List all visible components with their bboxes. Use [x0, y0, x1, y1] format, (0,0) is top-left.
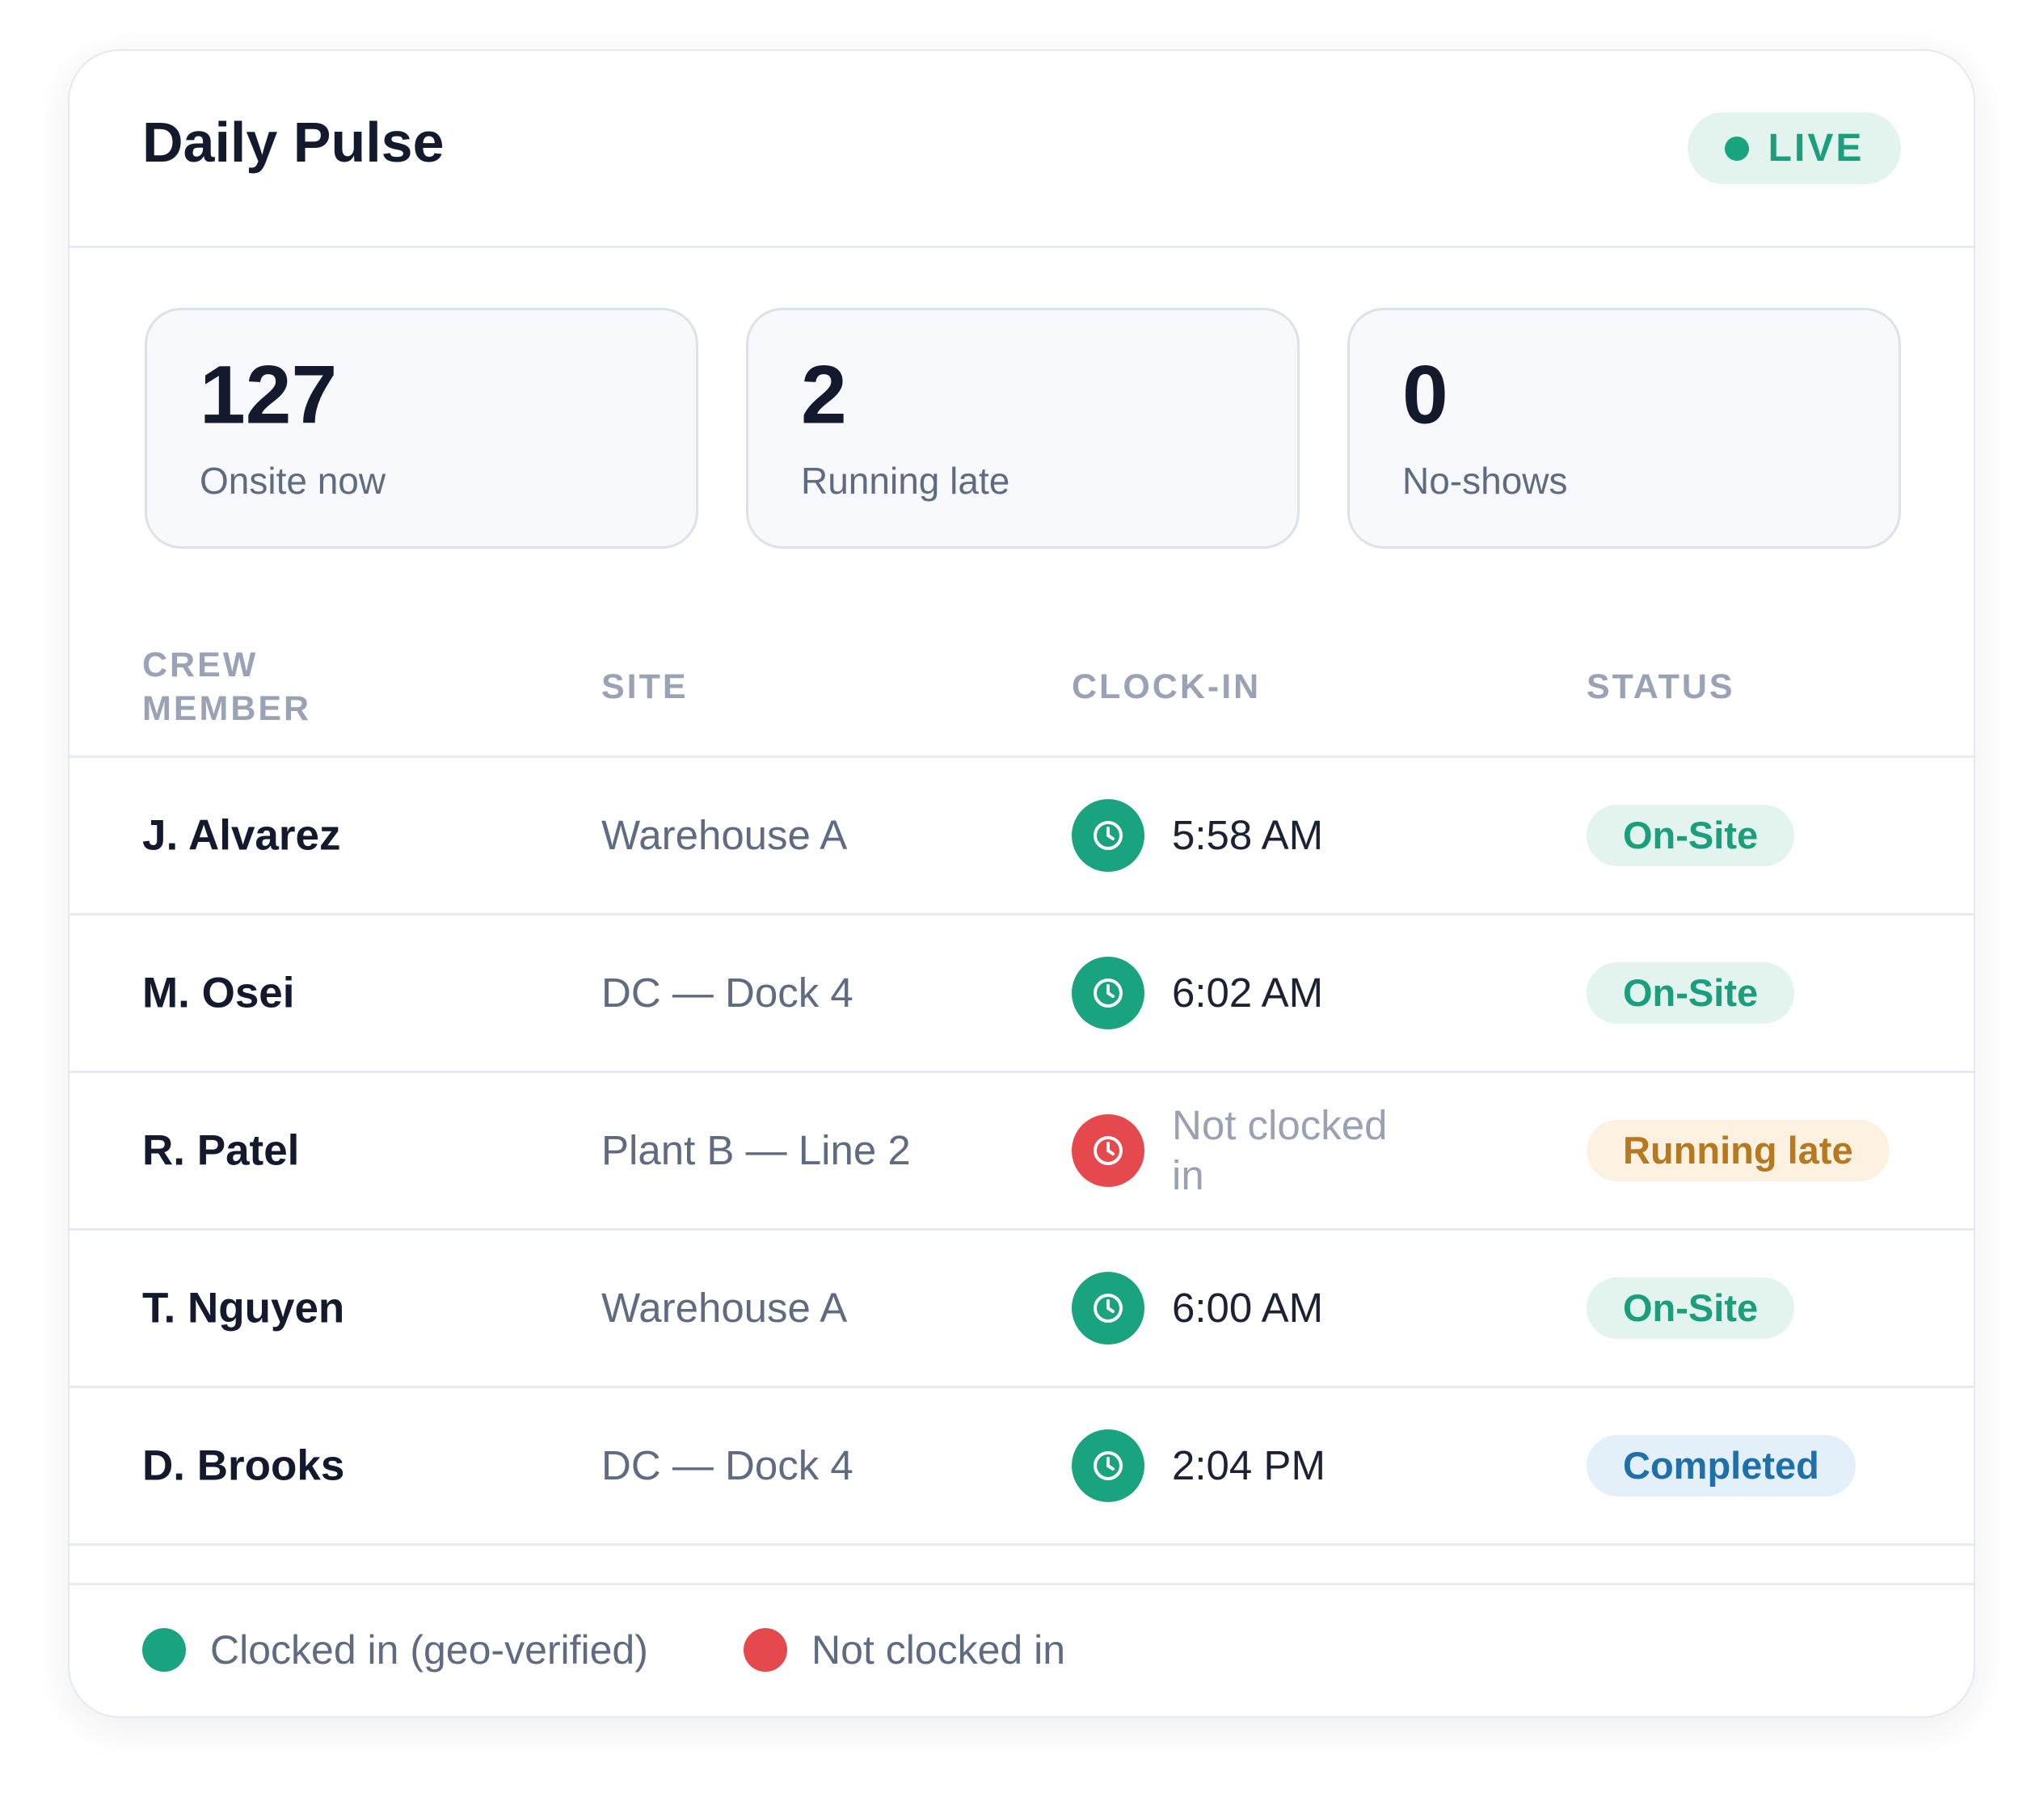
- live-badge: LIVE: [1688, 112, 1901, 184]
- clock-in: 6:02 AM: [1072, 957, 1323, 1029]
- crew-name: M. Osei: [142, 969, 295, 1017]
- legend-label: Not clocked in: [811, 1627, 1066, 1673]
- clock-in: 5:58 AM: [1072, 799, 1323, 872]
- table-body: J. Alvarez Warehouse A 5:58 AM On-Site M. Os…: [70, 758, 1974, 1546]
- stat-value: 2: [801, 348, 847, 441]
- status-pill: On-Site: [1587, 962, 1795, 1024]
- stat-label: Onsite now: [200, 460, 386, 502]
- stat-card: 0 No-shows: [1347, 308, 1901, 549]
- crew-name: D. Brooks: [142, 1441, 345, 1490]
- clock-in: Not clocked in: [1072, 1101, 1414, 1201]
- table-row: R. Patel Plant B — Line 2 Not clocked in Ru…: [70, 1073, 1974, 1231]
- clock-time: 2:04 PM: [1172, 1442, 1325, 1488]
- clock-time: Not clocked in: [1172, 1102, 1388, 1198]
- column-header: CREW MEMBER: [142, 646, 312, 728]
- table-row: M. Osei DC — Dock 4 6:02 AM On-Site: [70, 915, 1974, 1073]
- legend-item: Not clocked in: [744, 1627, 1065, 1673]
- clock-time: 6:00 AM: [1172, 1285, 1324, 1331]
- table-row: D. Brooks DC — Dock 4 2:04 PM Completed: [70, 1388, 1974, 1546]
- clock-time: 5:58 AM: [1172, 812, 1324, 858]
- card-header: Daily Pulse LIVE: [70, 51, 1974, 248]
- column-header: STATUS: [1587, 667, 1735, 706]
- crew-name: R. Patel: [142, 1126, 300, 1175]
- clock-badge: [1072, 1272, 1144, 1345]
- crew-name: J. Alvarez: [142, 811, 341, 860]
- legend-label: Clocked in (geo-verified): [210, 1627, 648, 1673]
- legend: Clocked in (geo-verified) Not clocked in: [70, 1583, 1974, 1715]
- site: Plant B — Line 2: [601, 1127, 911, 1173]
- site: Warehouse A: [601, 812, 848, 858]
- daily-pulse-card: Daily Pulse LIVE 127 Onsite now 2 Running l…: [68, 49, 1975, 1718]
- live-dot: [1724, 136, 1749, 161]
- stat-card: 127 Onsite now: [145, 308, 698, 549]
- clock-icon: [1094, 1451, 1123, 1480]
- legend-item: Clocked in (geo-verified): [142, 1627, 648, 1673]
- table-header: CREW MEMBER SITE CLOCK-IN STATUS: [70, 617, 1974, 758]
- clock-time: 6:02 AM: [1172, 970, 1324, 1016]
- stat-label: No-shows: [1402, 460, 1568, 502]
- status-pill: Running late: [1587, 1120, 1890, 1181]
- table-row: T. Nguyen Warehouse A 6:00 AM On-Site: [70, 1231, 1974, 1388]
- live-text: LIVE: [1768, 127, 1865, 170]
- clock-icon: [1094, 821, 1123, 850]
- stat-value: 127: [200, 348, 338, 441]
- column-header: CLOCK-IN: [1072, 667, 1262, 706]
- clock-in: 2:04 PM: [1072, 1429, 1325, 1502]
- table-row: J. Alvarez Warehouse A 5:58 AM On-Site: [70, 758, 1974, 915]
- legend-dot: [142, 1628, 186, 1672]
- clock-badge: [1072, 957, 1144, 1029]
- card-title: Daily Pulse: [142, 111, 445, 174]
- legend-dot: [744, 1628, 787, 1672]
- site: DC — Dock 4: [601, 1442, 853, 1488]
- clock-badge: [1072, 799, 1144, 872]
- clock-badge: [1072, 1429, 1144, 1502]
- status-pill: On-Site: [1587, 1277, 1795, 1339]
- clock-icon: [1094, 978, 1123, 1008]
- status-pill: Completed: [1587, 1435, 1856, 1496]
- column-header: SITE: [601, 667, 689, 706]
- clock-icon: [1094, 1136, 1123, 1165]
- clock-badge: [1072, 1114, 1144, 1187]
- status-pill: On-Site: [1587, 805, 1795, 866]
- site: DC — Dock 4: [601, 970, 853, 1016]
- stat-label: Running late: [801, 460, 1010, 502]
- stat-value: 0: [1402, 348, 1448, 441]
- crew-name: T. Nguyen: [142, 1284, 345, 1332]
- stat-card: 2 Running late: [746, 308, 1300, 549]
- site: Warehouse A: [601, 1285, 848, 1331]
- clock-in: 6:00 AM: [1072, 1272, 1323, 1345]
- clock-icon: [1094, 1294, 1123, 1323]
